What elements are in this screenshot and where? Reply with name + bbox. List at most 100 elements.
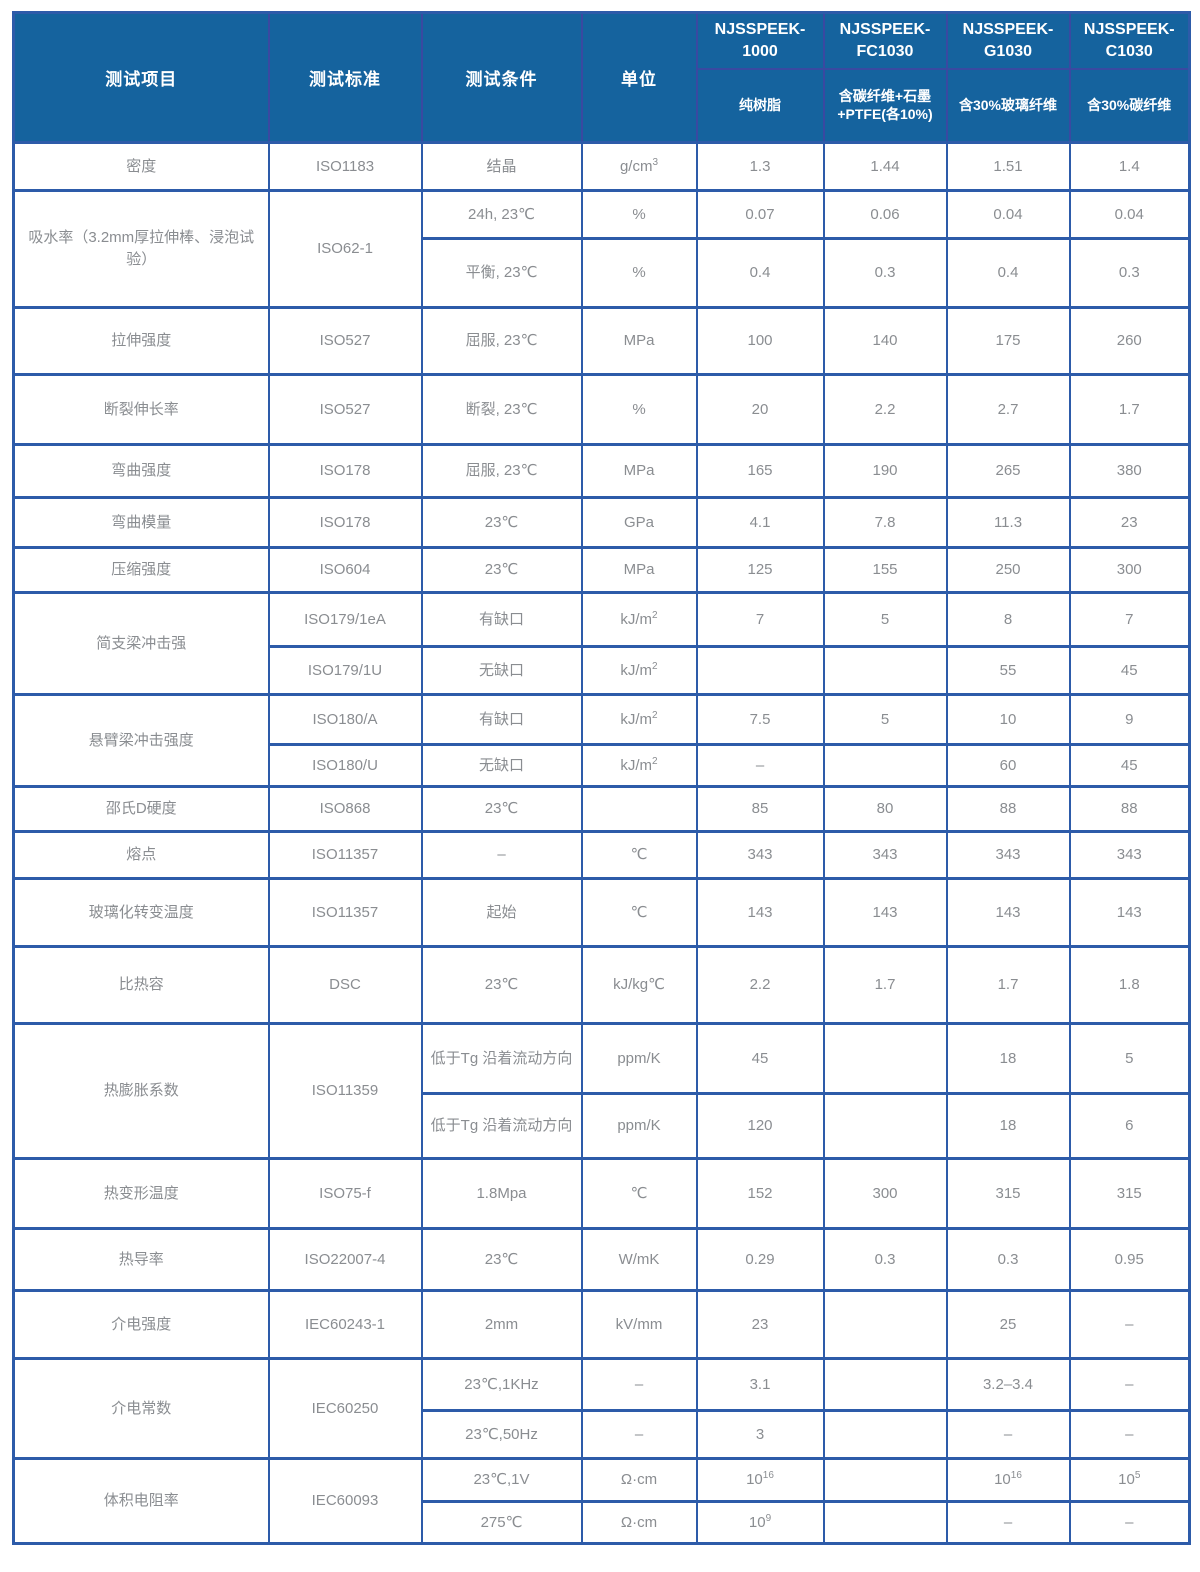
unit-cell: kJ/m2 xyxy=(580,591,698,648)
condition-cell: 23℃ xyxy=(420,546,583,594)
test-item-cell: 密度 xyxy=(12,141,270,192)
value-cell: 1016 xyxy=(945,1457,1071,1503)
test-item-cell: 热变形温度 xyxy=(12,1157,270,1230)
value-cell: 9 xyxy=(1068,693,1191,746)
table-row: 玻璃化转变温度 ISO11357 起始 ℃ 143 143 143 143 xyxy=(12,877,1191,948)
value-cell: 152 xyxy=(695,1157,825,1230)
unit-cell: GPa xyxy=(580,496,698,549)
value-cell xyxy=(822,1500,948,1545)
value-cell: 315 xyxy=(945,1157,1071,1230)
unit-cell: Ω·cm xyxy=(580,1457,698,1503)
standard-cell: IEC60093 xyxy=(267,1457,423,1545)
value-cell: – xyxy=(1068,1357,1191,1412)
value-cell: 140 xyxy=(822,306,948,376)
unit-cell: – xyxy=(580,1409,698,1460)
unit-cell: kJ/m2 xyxy=(580,743,698,788)
value-cell: 3.1 xyxy=(695,1357,825,1412)
test-item-cell: 悬臂梁冲击强度 xyxy=(12,693,270,788)
condition-cell: 23℃ xyxy=(420,785,583,833)
value-cell: 155 xyxy=(822,546,948,594)
value-cell: – xyxy=(1068,1409,1191,1460)
value-cell: 143 xyxy=(1068,877,1191,948)
condition-cell: 结晶 xyxy=(420,141,583,192)
value-cell: 8 xyxy=(945,591,1071,648)
test-item-cell: 弯曲模量 xyxy=(12,496,270,549)
table-row: 熔点 ISO11357 – ℃ 343 343 343 343 xyxy=(12,830,1191,880)
value-cell: 250 xyxy=(945,546,1071,594)
condition-cell: 23℃ xyxy=(420,945,583,1025)
value-cell xyxy=(695,645,825,696)
value-cell: 1.7 xyxy=(1068,373,1191,446)
table-row: 23℃,50Hz – 3 – – xyxy=(14,1409,1191,1460)
value-cell xyxy=(822,1289,948,1360)
condition-cell: 起始 xyxy=(420,877,583,948)
value-cell: 2.7 xyxy=(945,373,1071,446)
standard-cell: ISO1183 xyxy=(267,141,423,192)
value-cell xyxy=(822,1022,948,1095)
value-cell: 100 xyxy=(695,306,825,376)
condition-cell: 23℃,50Hz xyxy=(420,1409,583,1460)
table-row: 热导率 ISO22007-4 23℃ W/mK 0.29 0.3 0.3 0.9… xyxy=(12,1227,1191,1292)
col-header-product-model: NJSSPEEK-1000 xyxy=(695,11,825,70)
unit-cell: % xyxy=(580,189,698,240)
unit-cell xyxy=(580,785,698,833)
unit-cell: ℃ xyxy=(580,830,698,880)
condition-cell: 2mm xyxy=(420,1289,583,1360)
col-header-product-model: NJSSPEEK-C1030 xyxy=(1068,11,1191,70)
value-cell: 5 xyxy=(822,693,948,746)
standard-cell: ISO180/A xyxy=(267,693,423,746)
table-row: 断裂伸长率 ISO527 断裂, 23℃ % 20 2.2 2.7 1.7 xyxy=(12,373,1191,446)
col-header-product-model: NJSSPEEK-FC1030 xyxy=(822,11,948,70)
value-cell: 120 xyxy=(695,1092,825,1160)
header-row-descriptions: 纯树脂 含碳纤维+石墨 +PTFE(各10%) 含30%玻璃纤维 含30%碳纤维 xyxy=(14,67,1191,144)
value-cell: 1016 xyxy=(695,1457,825,1503)
unit-cell: W/mK xyxy=(580,1227,698,1292)
condition-cell: 有缺口 xyxy=(420,591,583,648)
standard-cell: ISO75-f xyxy=(267,1157,423,1230)
value-cell: 1.4 xyxy=(1068,141,1191,192)
value-cell: 60 xyxy=(945,743,1071,788)
value-cell: 7.5 xyxy=(695,693,825,746)
value-cell: – xyxy=(695,743,825,788)
test-item-cell: 体积电阻率 xyxy=(12,1457,270,1545)
col-header-product-desc: 含碳纤维+石墨 +PTFE(各10%) xyxy=(822,67,948,144)
value-cell: 175 xyxy=(945,306,1071,376)
unit-cell: ℃ xyxy=(580,1157,698,1230)
unit-cell: MPa xyxy=(580,306,698,376)
value-cell: – xyxy=(1068,1289,1191,1360)
value-cell: 1.51 xyxy=(945,141,1071,192)
unit-cell: % xyxy=(580,237,698,309)
table-row: 简支梁冲击强 ISO179/1eA 有缺口 kJ/m2 7 5 8 7 xyxy=(12,591,1191,696)
condition-cell: 23℃ xyxy=(420,496,583,549)
condition-cell: 24h, 23℃ xyxy=(420,189,583,240)
table-row: 体积电阻率 IEC60093 23℃,1V Ω·cm 1016 1016 105 xyxy=(12,1457,1191,1545)
standard-cell: DSC xyxy=(267,945,423,1025)
col-header-product-desc: 含30%碳纤维 xyxy=(1068,67,1191,144)
test-item-cell: 压缩强度 xyxy=(12,546,270,594)
standard-cell: IEC60243-1 xyxy=(267,1289,423,1360)
test-item-cell: 简支梁冲击强 xyxy=(12,591,270,696)
value-cell: 7.8 xyxy=(822,496,948,549)
table-row: ISO179/1U 无缺口 kJ/m2 55 45 xyxy=(14,645,1191,696)
table-row: 介电强度 IEC60243-1 2mm kV/mm 23 25 – xyxy=(12,1289,1191,1360)
value-cell: 343 xyxy=(822,830,948,880)
test-item-cell: 吸水率（3.2mm厚拉伸棒、浸泡试验） xyxy=(12,189,270,309)
value-cell: 0.95 xyxy=(1068,1227,1191,1292)
condition-cell: 低于Tg 沿着流动方向 xyxy=(420,1022,583,1095)
value-cell: 88 xyxy=(1068,785,1191,833)
value-cell: 0.3 xyxy=(1068,237,1191,309)
test-item-cell: 介电常数 xyxy=(12,1357,270,1460)
test-item-cell: 比热容 xyxy=(12,945,270,1025)
value-cell: 18 xyxy=(945,1092,1071,1160)
value-cell: 260 xyxy=(1068,306,1191,376)
value-cell: 105 xyxy=(1068,1457,1191,1503)
col-header-product-desc: 纯树脂 xyxy=(695,67,825,144)
condition-cell: 23℃,1KHz xyxy=(420,1357,583,1412)
value-cell: 85 xyxy=(695,785,825,833)
col-header-test-item: 测试项目 xyxy=(12,11,270,144)
value-cell: 0.3 xyxy=(945,1227,1071,1292)
condition-cell: 平衡, 23℃ xyxy=(420,237,583,309)
value-cell: 0.29 xyxy=(695,1227,825,1292)
value-cell: 0.3 xyxy=(822,1227,948,1292)
unit-cell: MPa xyxy=(580,443,698,499)
